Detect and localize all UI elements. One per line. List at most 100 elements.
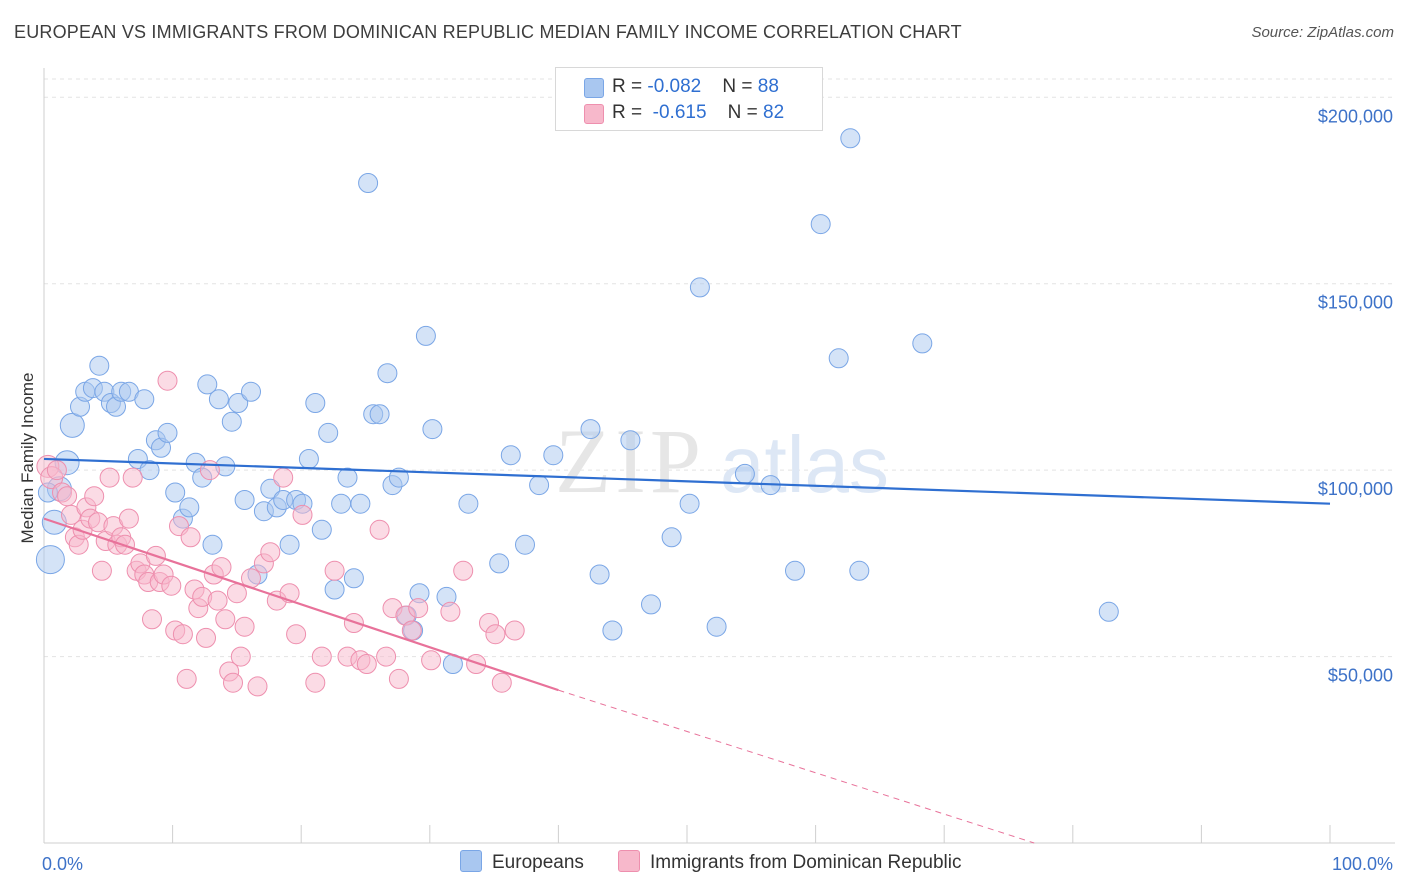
data-point [580,419,601,440]
data-point [589,564,610,585]
data-point [453,560,474,581]
legend-r-label: R = [612,76,648,97]
data-point [343,568,364,589]
data-point [134,389,155,410]
data-point [311,646,332,667]
data-point [504,620,525,641]
data-point [543,445,564,466]
trend-line-series-1 [43,517,559,692]
data-point [197,374,218,395]
data-point [247,676,268,697]
data-point [260,542,281,563]
data-point [734,463,755,484]
legend-n-label: N = [722,76,758,97]
data-point [311,519,332,540]
data-point [202,534,223,555]
data-point [466,654,487,674]
data-point [260,478,281,499]
legend-swatch-dominican [584,104,604,124]
data-point [305,672,326,693]
axes [43,68,1395,844]
data-point [1098,601,1119,622]
y-tick-label-3: $200,000 [1318,106,1393,126]
data-point [491,672,512,693]
watermark-zip: ZIP [555,410,705,512]
data-point [234,616,255,637]
data-point [221,411,242,432]
data-point [388,467,409,488]
data-point [401,620,422,641]
data-point [515,534,535,555]
data-point [602,620,623,641]
data-point [286,624,307,645]
legend-n-value: 88 [757,76,779,97]
data-point [324,560,345,581]
data-point [529,475,550,496]
data-point [230,646,251,667]
series-legend: Europeans Immigrants from Dominican Repu… [0,850,1406,880]
data-point [318,422,339,443]
legend-swatch-dominican [618,850,640,872]
data-point [358,173,379,193]
data-point [810,214,831,235]
data-point [421,650,442,671]
y-tick-label-1: $100,000 [1318,479,1393,499]
data-point [157,370,178,391]
x-tick-label-min: 0.0% [42,854,83,874]
data-point [35,545,65,575]
data-point [223,672,243,693]
legend-item-dominican[interactable]: Immigrants from Dominican Republic [618,850,962,874]
legend-swatch-europeans [584,78,604,98]
data-point [377,363,398,384]
data-point [179,497,200,518]
data-point [415,325,436,346]
legend-label-europeans: Europeans [492,852,584,873]
data-point [118,508,139,529]
data-point [226,583,247,604]
data-point [489,553,510,574]
data-point [46,460,67,481]
data-point [369,519,390,540]
data-point [161,575,182,596]
data-point [408,598,429,619]
correlation-legend: R = -0.082 N = 88 R = -0.615 N = 82 [555,67,823,131]
data-point [196,627,216,648]
data-point [208,389,229,410]
data-point [91,560,112,581]
data-point [849,560,870,581]
data-point [369,404,390,425]
data-point [500,445,521,466]
data-point [165,482,186,503]
data-point [785,560,805,581]
chart-title: EUROPEAN VS IMMIGRANTS FROM DOMINICAN RE… [14,22,962,42]
legend-label-dominican: Immigrants from Dominican Republic [650,852,962,873]
data-point [57,486,78,507]
data-point [215,609,236,630]
data-point [207,590,228,611]
data-point [157,422,178,443]
data-point [176,668,197,689]
data-point [620,430,641,451]
x-tick-label-max: 100.0% [1332,854,1393,874]
data-point [356,654,377,674]
y-tick-label-2: $150,000 [1318,293,1393,313]
data-point [440,601,461,622]
data-point [234,490,255,510]
data-point [679,493,700,514]
y-tick-labels: $50,000 $100,000 $150,000 $200,000 [1318,106,1393,685]
data-point [337,467,358,488]
data-point [211,557,232,578]
data-point [180,527,201,548]
legend-item-europeans[interactable]: Europeans [460,850,584,874]
chart-source: Source: ZipAtlas.com [1251,24,1394,41]
legend-r-value: -0.615 [652,102,707,123]
x-tick-labels: 0.0% 100.0% [42,854,1393,874]
trend-line-extension-series-1 [558,689,1035,844]
legend-r-value: -0.082 [647,76,702,97]
data-point [142,609,162,630]
data-point [139,460,160,481]
series-1-points [36,370,525,697]
data-point [661,527,682,548]
trend-line-series-0 [43,457,1331,505]
data-point [122,467,143,488]
